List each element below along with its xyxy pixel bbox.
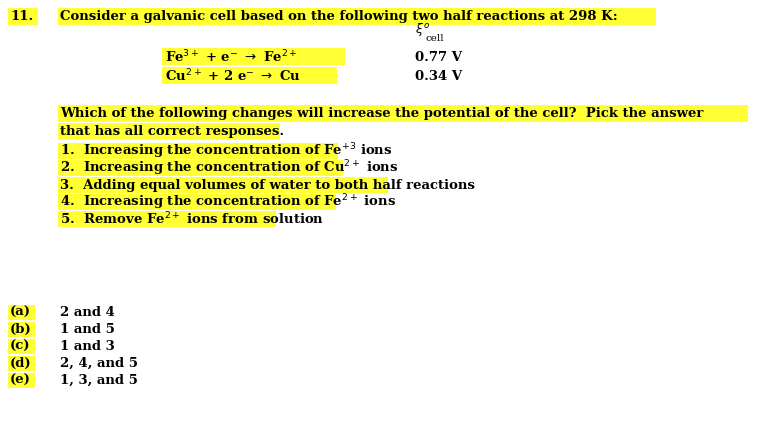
Text: (b): (b) bbox=[10, 323, 32, 336]
FancyBboxPatch shape bbox=[58, 105, 748, 122]
Text: Consider a galvanic cell based on the following two half reactions at 298 K:: Consider a galvanic cell based on the fo… bbox=[60, 10, 618, 23]
Text: 11.: 11. bbox=[10, 10, 33, 23]
Text: 2.  Increasing the concentration of Cu$^{2+}$ ions: 2. Increasing the concentration of Cu$^{… bbox=[60, 158, 399, 178]
Text: 0.34 V: 0.34 V bbox=[415, 70, 462, 82]
Text: (a): (a) bbox=[10, 306, 31, 319]
Text: 1, 3, and 5: 1, 3, and 5 bbox=[60, 374, 138, 387]
FancyBboxPatch shape bbox=[162, 67, 337, 84]
FancyBboxPatch shape bbox=[58, 123, 280, 140]
Text: that has all correct responses.: that has all correct responses. bbox=[60, 125, 284, 138]
Text: (c): (c) bbox=[10, 340, 31, 353]
Text: Fe$^{3+}$ + e$^{-}$ $\rightarrow$ Fe$^{2+}$: Fe$^{3+}$ + e$^{-}$ $\rightarrow$ Fe$^{2… bbox=[165, 49, 298, 65]
Text: 2 and 4: 2 and 4 bbox=[60, 306, 115, 319]
Text: Cu$^{2+}$ + 2 e$^{-}$ $\rightarrow$ Cu: Cu$^{2+}$ + 2 e$^{-}$ $\rightarrow$ Cu bbox=[165, 68, 301, 84]
FancyBboxPatch shape bbox=[58, 160, 343, 176]
FancyBboxPatch shape bbox=[8, 356, 35, 371]
Text: Which of the following changes will increase the potential of the cell?  Pick th: Which of the following changes will incr… bbox=[60, 107, 703, 120]
FancyBboxPatch shape bbox=[58, 177, 388, 193]
FancyBboxPatch shape bbox=[8, 339, 35, 354]
Text: 1.  Increasing the concentration of Fe$^{+3}$ ions: 1. Increasing the concentration of Fe$^{… bbox=[60, 141, 392, 161]
FancyBboxPatch shape bbox=[8, 8, 38, 25]
FancyBboxPatch shape bbox=[58, 143, 338, 159]
FancyBboxPatch shape bbox=[8, 322, 35, 337]
Text: 0.77 V: 0.77 V bbox=[415, 51, 462, 63]
Text: 5.  Remove Fe$^{2+}$ ions from solution: 5. Remove Fe$^{2+}$ ions from solution bbox=[60, 211, 325, 227]
Text: (e): (e) bbox=[10, 374, 31, 387]
FancyBboxPatch shape bbox=[58, 211, 276, 227]
Text: 1 and 3: 1 and 3 bbox=[60, 340, 115, 353]
FancyBboxPatch shape bbox=[8, 305, 35, 320]
Text: 3.  Adding equal volumes of water to both half reactions: 3. Adding equal volumes of water to both… bbox=[60, 179, 475, 191]
FancyBboxPatch shape bbox=[58, 8, 656, 25]
Text: (d): (d) bbox=[10, 357, 32, 370]
FancyBboxPatch shape bbox=[8, 373, 35, 388]
Text: 2, 4, and 5: 2, 4, and 5 bbox=[60, 357, 138, 370]
Text: cell: cell bbox=[425, 34, 443, 43]
Text: 4.  Increasing the concentration of Fe$^{2+}$ ions: 4. Increasing the concentration of Fe$^{… bbox=[60, 192, 396, 212]
Text: 1 and 5: 1 and 5 bbox=[60, 323, 115, 336]
Text: $\xi^{o}$: $\xi^{o}$ bbox=[415, 21, 430, 38]
FancyBboxPatch shape bbox=[162, 48, 345, 65]
FancyBboxPatch shape bbox=[58, 194, 336, 210]
